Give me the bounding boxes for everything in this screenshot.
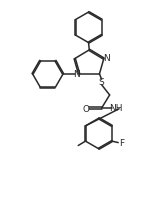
Text: N: N [103, 54, 110, 63]
Text: O: O [82, 104, 89, 113]
Text: F: F [119, 138, 124, 147]
Text: NH: NH [109, 103, 123, 112]
Text: N: N [73, 70, 80, 79]
Text: S: S [99, 78, 104, 87]
